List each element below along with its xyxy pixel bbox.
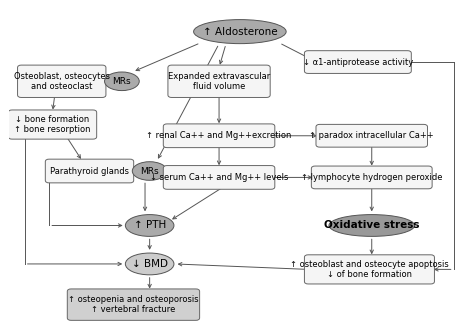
- Text: ↑ renal Ca++ and Mg++excretion: ↑ renal Ca++ and Mg++excretion: [146, 131, 292, 140]
- Text: ↑ Aldosterone: ↑ Aldosterone: [202, 27, 277, 37]
- Ellipse shape: [193, 20, 286, 44]
- Text: ↓ serum Ca++ and Mg++ levels: ↓ serum Ca++ and Mg++ levels: [150, 173, 288, 182]
- FancyBboxPatch shape: [316, 125, 428, 147]
- Text: MRs: MRs: [113, 77, 131, 86]
- Ellipse shape: [125, 215, 174, 236]
- Ellipse shape: [125, 253, 174, 275]
- FancyBboxPatch shape: [46, 159, 134, 183]
- Text: Expanded extravascular
fluid volume: Expanded extravascular fluid volume: [168, 72, 270, 91]
- FancyBboxPatch shape: [164, 124, 275, 148]
- Ellipse shape: [105, 72, 139, 91]
- FancyBboxPatch shape: [304, 255, 435, 284]
- Text: ↑ osteoblast and osteocyte apoptosis
↓ of bone formation: ↑ osteoblast and osteocyte apoptosis ↓ o…: [290, 260, 449, 279]
- FancyBboxPatch shape: [9, 110, 97, 139]
- FancyBboxPatch shape: [18, 65, 106, 97]
- Text: Parathyroid glands: Parathyroid glands: [50, 167, 129, 175]
- Text: Oxidative stress: Oxidative stress: [324, 220, 419, 230]
- FancyBboxPatch shape: [67, 289, 200, 320]
- Ellipse shape: [132, 162, 167, 180]
- FancyBboxPatch shape: [304, 51, 411, 73]
- Text: ↑ PTH: ↑ PTH: [134, 220, 166, 230]
- Text: ↑ osteopenia and osteoporosis
↑ vertebral fracture: ↑ osteopenia and osteoporosis ↑ vertebra…: [68, 295, 199, 314]
- Text: ↓ α1-antiprotease activity: ↓ α1-antiprotease activity: [303, 58, 413, 67]
- FancyBboxPatch shape: [168, 65, 270, 97]
- Ellipse shape: [329, 215, 415, 236]
- FancyBboxPatch shape: [164, 166, 275, 189]
- FancyBboxPatch shape: [311, 166, 432, 189]
- Text: ↑ lymphocyte hydrogen peroxide: ↑ lymphocyte hydrogen peroxide: [301, 173, 443, 182]
- Text: MRs: MRs: [140, 167, 159, 175]
- Text: ↑ paradox intracellular Ca++: ↑ paradox intracellular Ca++: [310, 131, 434, 140]
- Text: ↓ BMD: ↓ BMD: [132, 259, 168, 269]
- Text: Osteoblast, osteocytes
and osteoclast: Osteoblast, osteocytes and osteoclast: [14, 72, 110, 91]
- Text: ↓ bone formation
↑ bone resorption: ↓ bone formation ↑ bone resorption: [14, 115, 91, 134]
